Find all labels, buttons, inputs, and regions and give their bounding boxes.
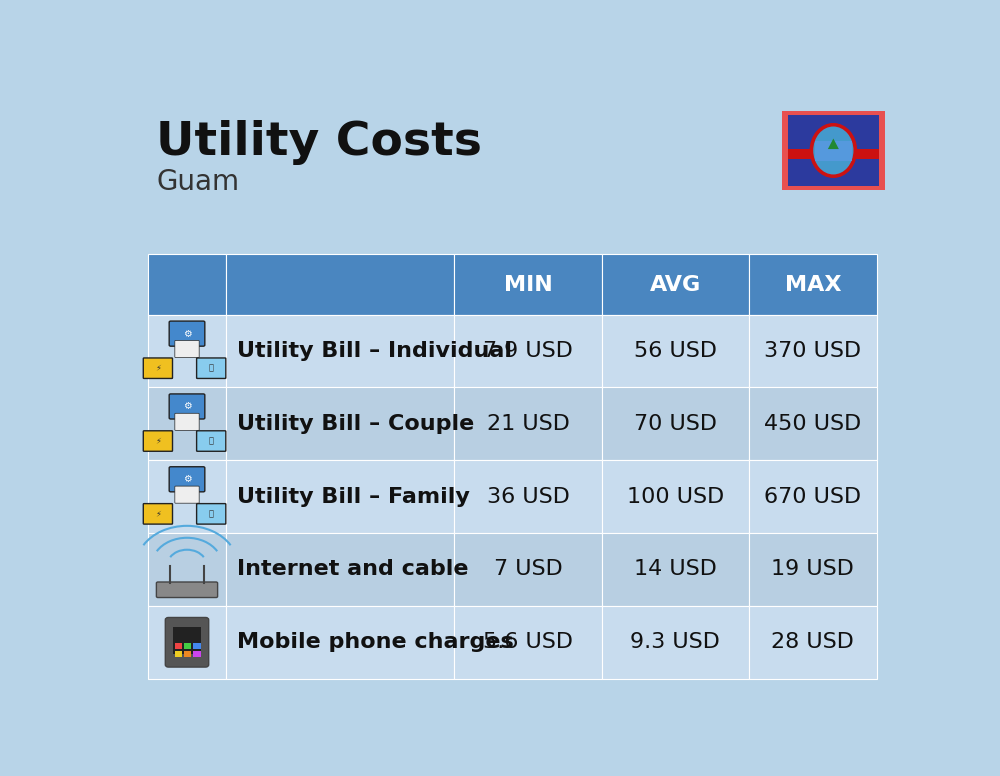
Text: Mobile phone charges: Mobile phone charges [237, 632, 514, 653]
FancyBboxPatch shape [143, 358, 173, 379]
Text: 💧: 💧 [209, 437, 214, 445]
FancyBboxPatch shape [169, 321, 205, 346]
Text: 19 USD: 19 USD [771, 559, 854, 580]
Text: 450 USD: 450 USD [764, 414, 861, 434]
FancyBboxPatch shape [197, 358, 226, 379]
Text: 100 USD: 100 USD [627, 487, 724, 507]
FancyBboxPatch shape [175, 414, 199, 431]
Bar [788, 149, 879, 159]
Text: ⚡: ⚡ [155, 509, 161, 518]
Text: 36 USD: 36 USD [487, 487, 569, 507]
Text: ⚡: ⚡ [155, 437, 161, 445]
FancyBboxPatch shape [169, 394, 205, 419]
FancyBboxPatch shape [175, 341, 199, 358]
Text: MAX: MAX [785, 275, 841, 295]
Text: MIN: MIN [504, 275, 552, 295]
Text: 5.6 USD: 5.6 USD [483, 632, 573, 653]
Text: 14 USD: 14 USD [634, 559, 717, 580]
Ellipse shape [810, 123, 857, 178]
Text: ⚡: ⚡ [155, 364, 161, 372]
Text: Guam: Guam [156, 168, 239, 196]
Text: 21 USD: 21 USD [487, 414, 569, 434]
Text: 56 USD: 56 USD [634, 341, 717, 361]
FancyBboxPatch shape [143, 504, 173, 524]
Text: 💧: 💧 [209, 364, 214, 372]
Bar [175, 651, 182, 656]
Text: ⚙: ⚙ [183, 474, 191, 484]
FancyBboxPatch shape [197, 504, 226, 524]
Text: 7.9 USD: 7.9 USD [483, 341, 573, 361]
FancyBboxPatch shape [156, 582, 218, 598]
FancyBboxPatch shape [169, 466, 205, 492]
Text: Utility Bill – Individual: Utility Bill – Individual [237, 341, 512, 361]
Text: AVG: AVG [650, 275, 701, 295]
Polygon shape [828, 138, 839, 149]
FancyBboxPatch shape [143, 431, 173, 452]
Text: Internet and cable: Internet and cable [237, 559, 469, 580]
Bar [184, 651, 191, 656]
Text: Utility Bill – Couple: Utility Bill – Couple [237, 414, 475, 434]
Bar [193, 643, 201, 649]
Text: ⚙: ⚙ [183, 329, 191, 338]
Bar [184, 643, 191, 649]
Text: Utility Bill – Family: Utility Bill – Family [237, 487, 470, 507]
FancyBboxPatch shape [197, 431, 226, 452]
Text: 9.3 USD: 9.3 USD [630, 632, 720, 653]
Text: 💧: 💧 [209, 509, 214, 518]
Bar [173, 627, 201, 654]
Bar [175, 643, 182, 649]
Text: ⚙: ⚙ [183, 401, 191, 411]
Text: 70 USD: 70 USD [634, 414, 717, 434]
Text: Utility Costs: Utility Costs [156, 120, 482, 165]
Text: 670 USD: 670 USD [764, 487, 861, 507]
Text: 7 USD: 7 USD [494, 559, 562, 580]
Text: 28 USD: 28 USD [771, 632, 854, 653]
FancyBboxPatch shape [165, 618, 209, 667]
Bar [193, 651, 201, 656]
Ellipse shape [813, 126, 853, 175]
Text: 370 USD: 370 USD [764, 341, 861, 361]
Bar [815, 141, 852, 161]
FancyBboxPatch shape [175, 486, 199, 503]
